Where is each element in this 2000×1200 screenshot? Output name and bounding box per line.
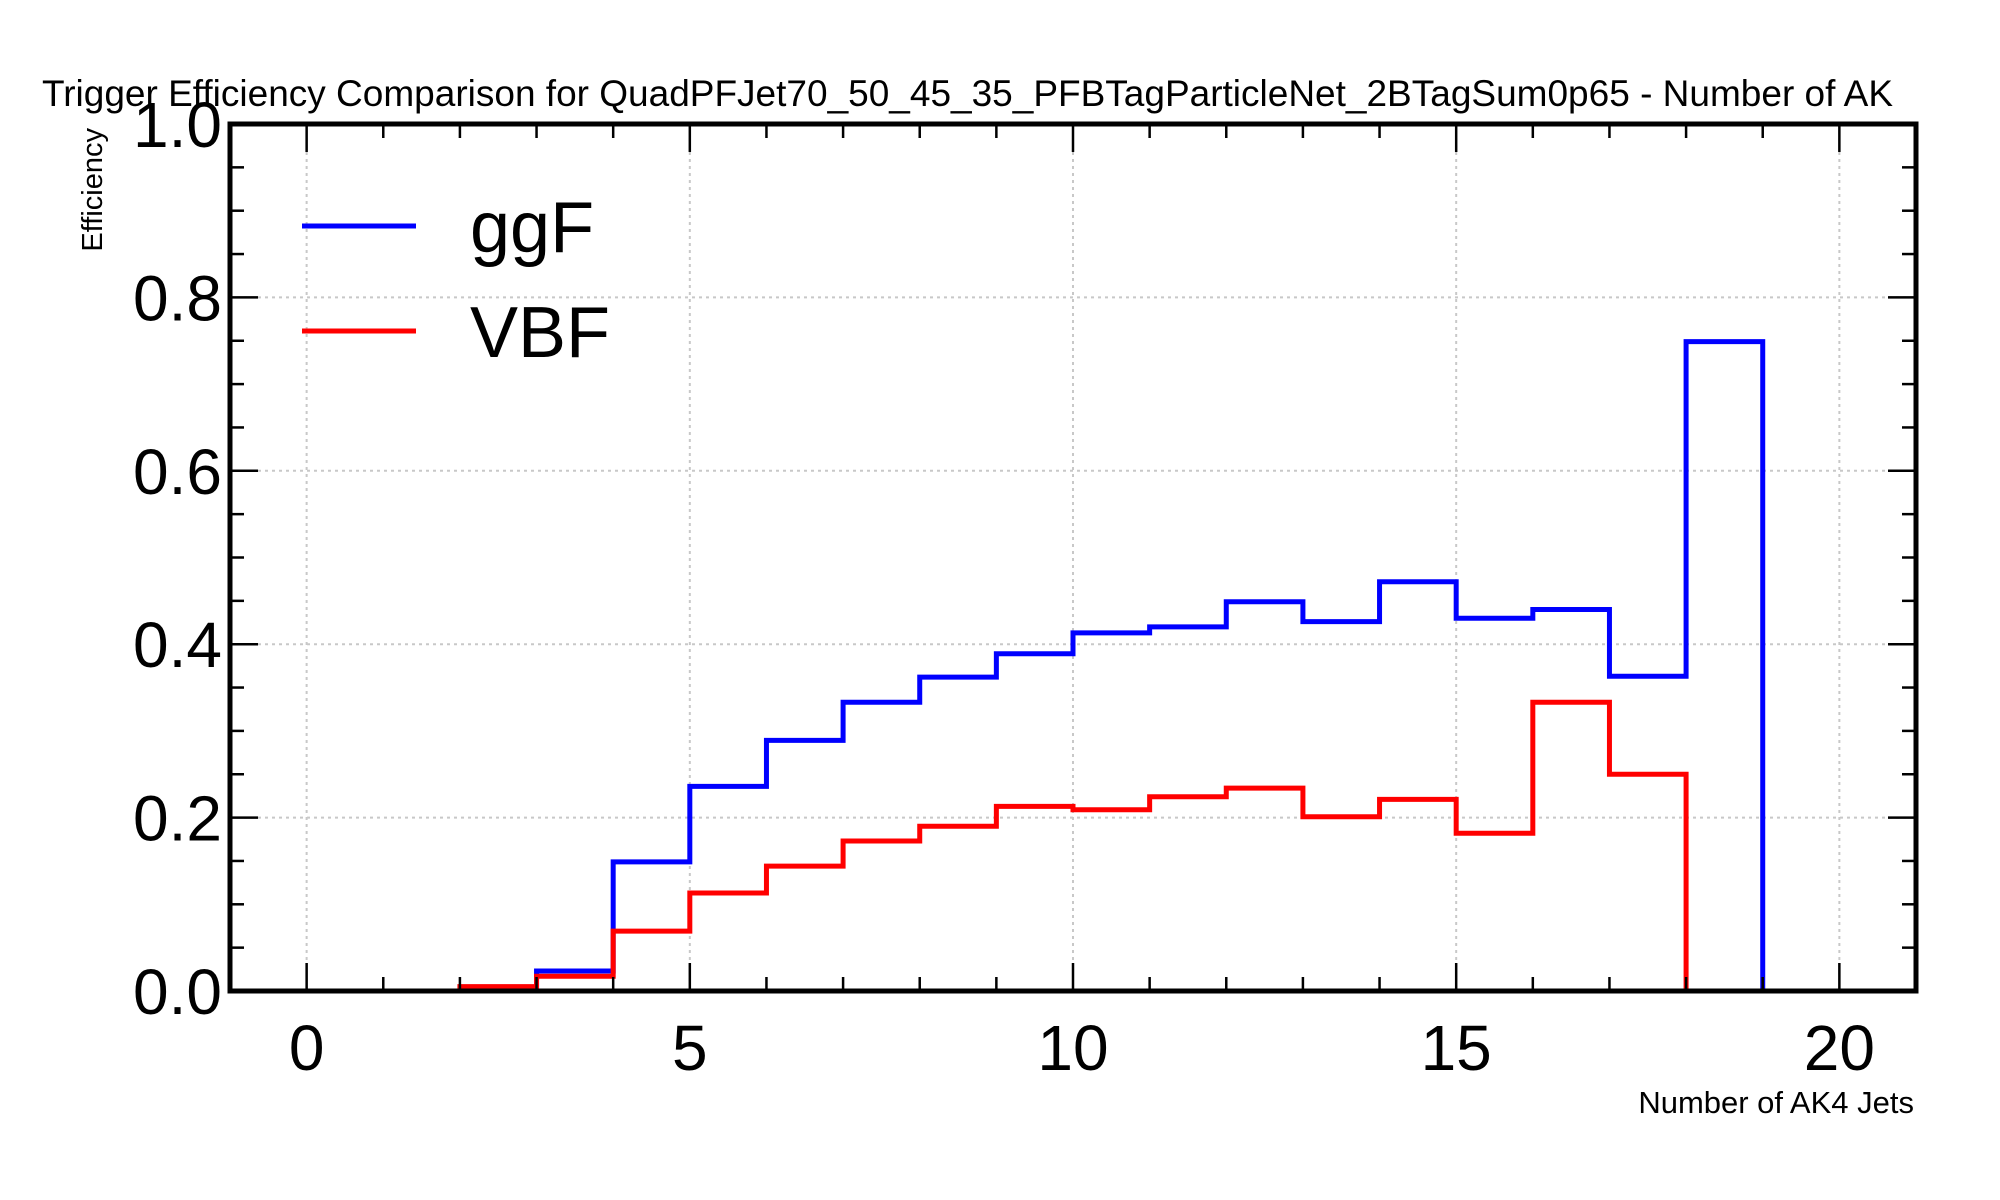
x-tick-label: 15 [1421, 1012, 1492, 1084]
axis-ticks [228, 122, 1918, 993]
y-tick-label: 1.0 [133, 89, 222, 161]
series-line-ggf [306, 339, 1766, 994]
y-tick-label: 0.2 [133, 783, 222, 855]
x-axis-label: Number of AK4 Jets [1638, 1085, 1914, 1120]
y-tick-label: 0.8 [133, 262, 222, 334]
chart-title: Trigger Efficiency Comparison for QuadPF… [42, 73, 1893, 114]
x-tick-label: 10 [1037, 1012, 1108, 1084]
x-tick-label: 5 [672, 1012, 708, 1084]
x-tick-label: 0 [289, 1012, 325, 1084]
y-axis-label: Efficiency [77, 128, 109, 252]
series-line-vbf [306, 699, 1689, 994]
y-tick-label: 0.4 [133, 609, 222, 681]
y-tick-label: 0.6 [133, 436, 222, 508]
legend-label-ggf: ggF [470, 188, 594, 268]
tick-labels: 0 5 10 15 20 0.0 0.2 0.4 0.6 0.8 1.0 [133, 89, 1875, 1084]
legend: ggF VBF [302, 188, 610, 373]
y-tick-label: 0.0 [133, 956, 222, 1028]
x-tick-label: 20 [1804, 1012, 1875, 1084]
legend-label-vbf: VBF [470, 293, 610, 373]
series-layer [306, 339, 1766, 994]
